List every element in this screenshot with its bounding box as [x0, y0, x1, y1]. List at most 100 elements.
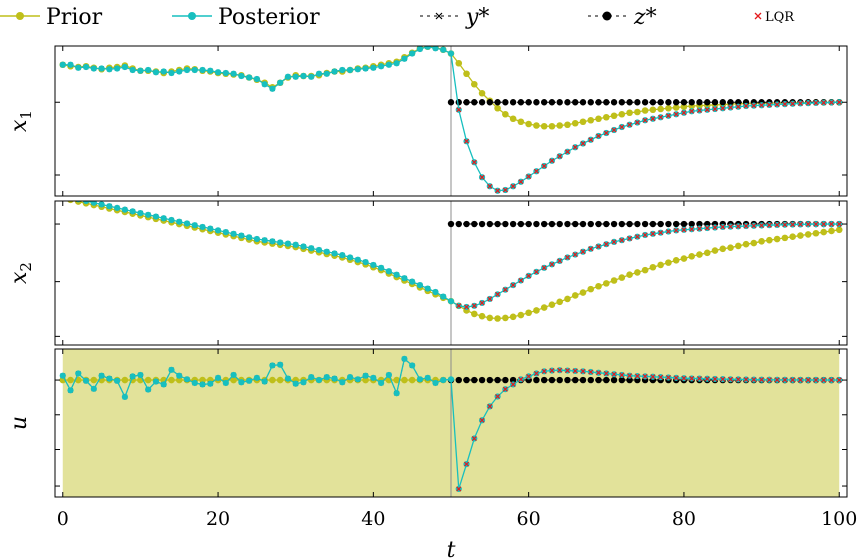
- zstar-point: [564, 376, 571, 384]
- prior-point: [478, 89, 486, 97]
- lqr-point: [549, 368, 555, 374]
- posterior-point: [168, 216, 175, 224]
- prior-point: [773, 235, 781, 243]
- lqr-point: [658, 230, 664, 236]
- posterior-point: [440, 293, 447, 300]
- posterior-point: [207, 225, 214, 232]
- x-tick-label: 20: [206, 508, 230, 530]
- posterior-point: [424, 374, 431, 381]
- posterior-point: [261, 81, 268, 88]
- lqr-point: [766, 222, 772, 228]
- prior-point: [276, 376, 284, 384]
- lqr-point: [642, 373, 648, 379]
- prior-point: [175, 376, 183, 384]
- posterior-point: [183, 376, 191, 383]
- lqr-point: [759, 377, 765, 383]
- lqr-point: [821, 221, 827, 227]
- prior-point: [719, 245, 727, 253]
- y-axis-label-sub: 1: [17, 110, 35, 120]
- zstar-point: [471, 220, 478, 228]
- posterior-point: [346, 374, 354, 381]
- zstar-point: [486, 376, 494, 384]
- lqr-point: [766, 377, 772, 383]
- panel-x1: x1: [7, 45, 848, 197]
- posterior-point: [284, 240, 292, 247]
- posterior-point: [261, 378, 268, 385]
- posterior-point: [98, 201, 105, 208]
- prior-point: [641, 107, 649, 114]
- lqr-point: [751, 377, 757, 383]
- posterior-point: [354, 376, 361, 383]
- lqr-point: [728, 224, 734, 230]
- legend-entry-2: y*: [420, 5, 489, 30]
- prior-point: [121, 376, 129, 384]
- posterior-point: [114, 204, 121, 212]
- lqr-point: [596, 243, 602, 250]
- lqr-point: [720, 376, 726, 382]
- zstar-point: [634, 99, 641, 106]
- lqr-point: [828, 377, 834, 383]
- prior-point: [649, 263, 657, 271]
- posterior-point: [230, 70, 237, 77]
- zstar-point: [719, 99, 726, 106]
- posterior-point: [183, 220, 191, 227]
- posterior-point: [176, 372, 183, 379]
- prior-point: [602, 113, 610, 121]
- y-axis-label: x1: [7, 110, 35, 132]
- posterior-point: [129, 66, 136, 74]
- lqr-point: [596, 370, 602, 376]
- zstar-point: [672, 220, 680, 228]
- prior-point: [556, 298, 564, 306]
- posterior-point: [315, 376, 323, 384]
- posterior-point: [67, 61, 74, 68]
- lqr-point: [526, 273, 532, 279]
- posterior-point: [362, 372, 369, 379]
- posterior-point: [277, 361, 284, 368]
- lqr-point: [836, 377, 842, 383]
- prior-point: [509, 313, 517, 321]
- posterior-point: [370, 374, 377, 381]
- zstar-point: [680, 99, 688, 106]
- prior-point: [781, 234, 789, 242]
- posterior-point: [137, 371, 144, 379]
- x-tick-label: 80: [672, 508, 696, 530]
- prior-point: [230, 376, 237, 384]
- posterior-point: [370, 261, 377, 269]
- posterior-point: [253, 374, 260, 381]
- prior-point: [766, 236, 773, 244]
- lqr-point: [518, 376, 524, 382]
- lqr-point: [549, 261, 555, 267]
- lqr-point: [611, 127, 617, 133]
- x-axis-label: t: [447, 538, 456, 560]
- legend-entry-1: Posterior: [172, 5, 320, 30]
- lqr-point: [821, 377, 827, 383]
- prior-point: [734, 242, 742, 250]
- zstar-point: [595, 376, 602, 384]
- posterior-point: [385, 268, 392, 275]
- prior-point: [393, 376, 400, 384]
- lqr-point: [650, 231, 656, 237]
- zstar-point: [688, 220, 695, 228]
- lqr-point: [813, 221, 819, 227]
- lqr-point: [642, 117, 648, 123]
- lqr-point: [696, 107, 702, 114]
- zstar-point: [494, 220, 501, 228]
- lqr-point: [479, 300, 485, 306]
- posterior-point: [199, 223, 206, 231]
- posterior-point: [114, 65, 121, 72]
- posterior-point: [168, 69, 175, 77]
- prior-point: [540, 304, 548, 311]
- zstar-point: [641, 220, 649, 228]
- zstar-point: [595, 99, 602, 106]
- posterior-point: [222, 379, 229, 387]
- prior-point: [579, 118, 587, 126]
- posterior-point: [106, 375, 113, 382]
- prior-point: [470, 80, 478, 88]
- posterior-point: [323, 374, 330, 381]
- lqr-point: [673, 227, 679, 233]
- posterior-point: [90, 201, 97, 206]
- legend-label: Posterior: [218, 5, 320, 30]
- lqr-point: [627, 235, 633, 241]
- x-tick-label: 100: [821, 508, 857, 530]
